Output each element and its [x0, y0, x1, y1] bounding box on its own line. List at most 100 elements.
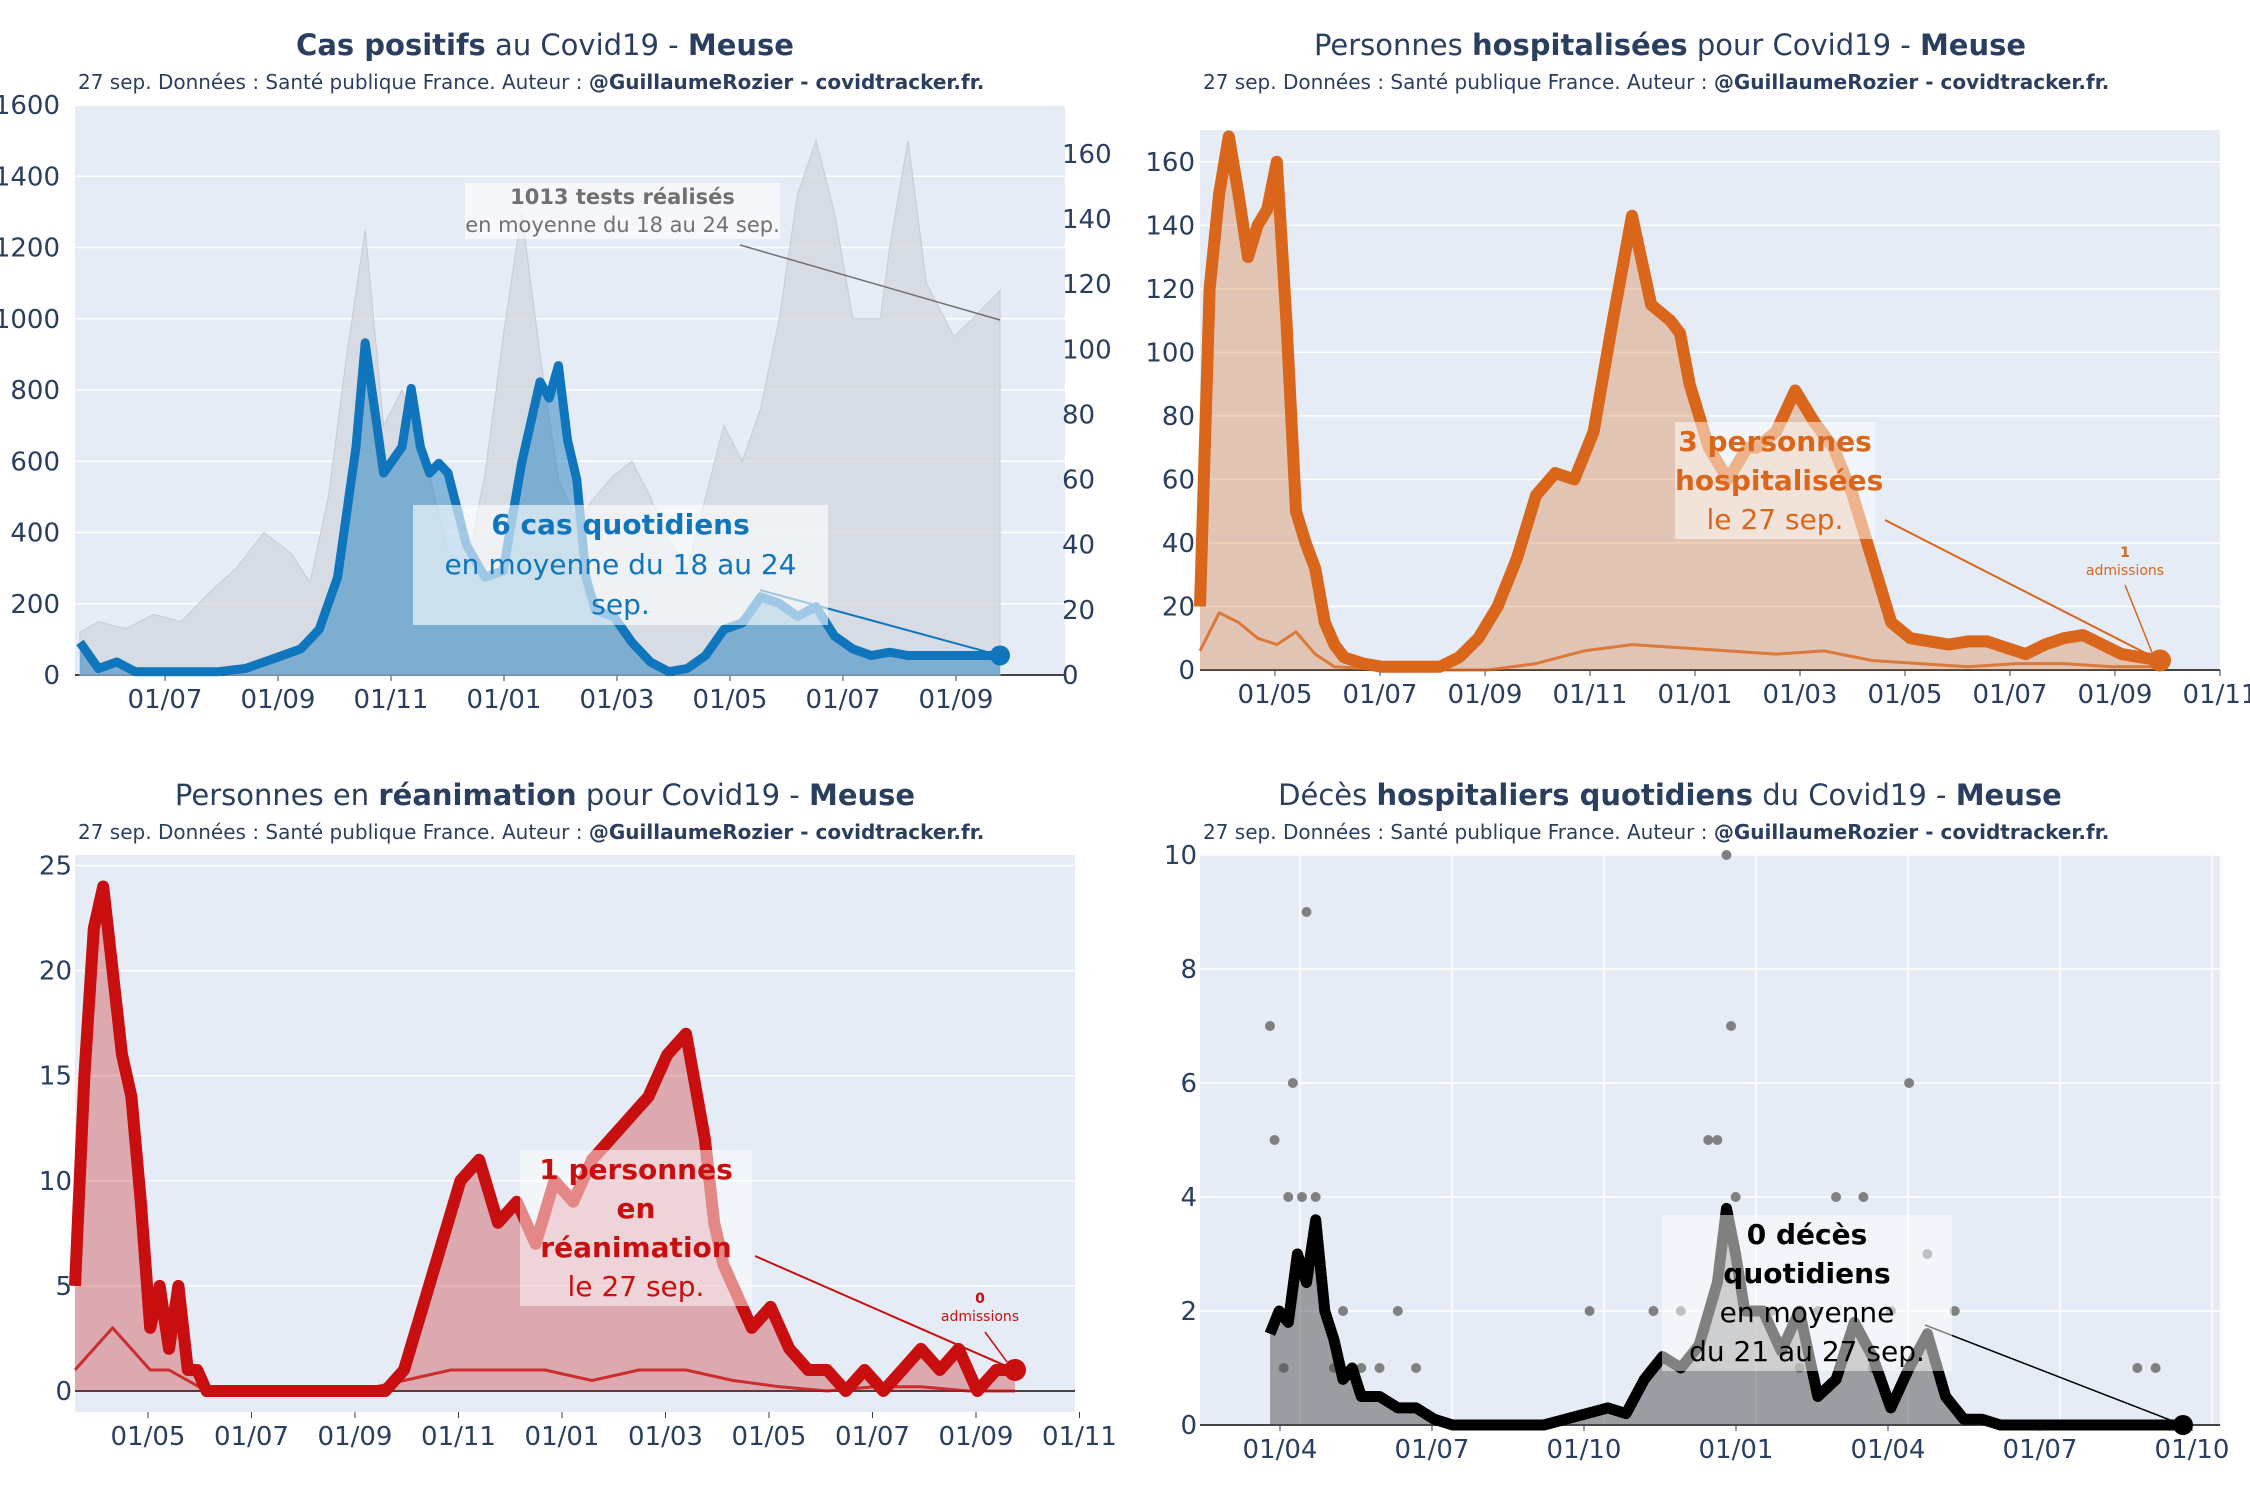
x-tick-label: 01/07 — [2003, 1435, 2078, 1465]
daily-death-point — [1584, 1306, 1595, 1316]
y-tick-label: 10 — [1164, 841, 1197, 871]
chart-svg: 0 2 4 6 8 10 01/04 01/07 01/10 01/01 01/04 01/07 01/… — [1164, 841, 2230, 1465]
chart-subtitle: 27 sep. Données : Santé publique France.… — [1203, 70, 2110, 94]
daily-death-point — [1356, 1363, 1367, 1373]
y-tick-label-right: 100 — [1062, 335, 1112, 365]
chart-subtitle: 27 sep. Données : Santé publique France.… — [78, 70, 985, 94]
y-tick-label-right: 60 — [1062, 466, 1095, 496]
y-tick-label: 6 — [1180, 1069, 1197, 1099]
daily-death-point — [1283, 1192, 1294, 1202]
x-tick-label: 01/05 — [1238, 680, 1313, 710]
x-tick-label: 01/09 — [2078, 680, 2153, 710]
daily-death-point — [1411, 1363, 1422, 1373]
daily-death-point — [1712, 1135, 1723, 1145]
y-tick-label-right: 160 — [1062, 140, 1112, 170]
x-tick-label: 01/07 — [128, 685, 203, 715]
x-tick-label: 01/11 — [421, 1422, 496, 1452]
x-tick-label: 01/11 — [2183, 680, 2250, 710]
x-tick-label: 01/05 — [693, 685, 768, 715]
x-tick-label: 01/10 — [2155, 1435, 2230, 1465]
x-tick-label: 01/07 — [835, 1422, 910, 1452]
admissions-arrow — [2124, 584, 2153, 653]
chart-subtitle: 27 sep. Données : Santé publique France.… — [1203, 820, 2110, 844]
annotation-cas: 6 cas quotidiens en moyenne du 18 au 24 s… — [413, 505, 828, 625]
annotation-arrow — [1884, 519, 2161, 662]
daily-death-point — [1338, 1306, 1349, 1316]
chart-title: Cas positifs au Covid19 - Meuse — [296, 28, 794, 62]
panel-cas-positifs: Cas positifs au Covid19 - Meuse 27 sep. … — [0, 0, 1125, 750]
annotation-tests: 1013 tests réalisés en moyenne du 18 au 2… — [465, 183, 780, 239]
y-tick-label: 0 — [55, 1377, 72, 1407]
admissions-line — [73, 1326, 1015, 1393]
x-tick-label: 01/05 — [732, 1422, 807, 1452]
daily-death-point — [1949, 1306, 1960, 1316]
daily-death-point — [1310, 1192, 1321, 1202]
daily-death-point — [1287, 1078, 1298, 1088]
y-tick-label: 0 — [43, 661, 60, 691]
y-tick-label: 1400 — [0, 162, 60, 192]
y-tick-label-right: 140 — [1062, 205, 1112, 235]
daily-death-point — [1904, 1078, 1915, 1088]
x-tick-label: 01/04 — [1243, 1435, 1318, 1465]
y-tick-label: 2 — [1180, 1297, 1197, 1327]
chart-svg: 0 20 40 60 80 100 120 140 160 01/05 01/07 01/09 01/1… — [1145, 130, 2250, 710]
y-tick-label: 1000 — [0, 305, 60, 335]
x-tick-label: 01/01 — [1658, 680, 1733, 710]
x-tick-label: 01/05 — [1868, 680, 1943, 710]
daily-death-point — [1648, 1306, 1659, 1316]
y-tick-label: 600 — [10, 447, 60, 477]
daily-death-point — [1730, 1192, 1741, 1202]
y-tick-label: 400 — [10, 519, 60, 549]
x-tick-label: 01/07 — [214, 1422, 289, 1452]
x-tick-label: 01/03 — [1763, 680, 1838, 710]
y-tick-label: 100 — [1145, 338, 1195, 368]
chart-svg: 0 5 10 15 20 25 01/05 01/07 01/09 01/11 01/01 01/03… — [39, 852, 1117, 1452]
y-tick-label: 140 — [1145, 211, 1195, 241]
y-tick-label: 25 — [39, 852, 72, 882]
tests-annotation-arrow — [739, 244, 1001, 321]
plot-background — [1200, 130, 2220, 670]
y-tick-label: 200 — [10, 590, 60, 620]
y-tick-label-right: 120 — [1062, 270, 1112, 300]
admissions-arrow — [984, 1331, 1008, 1363]
x-tick-label: 01/03 — [628, 1422, 703, 1452]
daily-death-point — [1374, 1363, 1385, 1373]
x-tick-label: 01/04 — [1851, 1435, 1926, 1465]
chart-title: Décès hospitaliers quotidiens du Covid19… — [1278, 778, 2062, 812]
x-tick-label: 01/01 — [467, 685, 542, 715]
x-tick-label: 01/09 — [1448, 680, 1523, 710]
cases-line — [76, 338, 1000, 677]
daily-death-point — [2150, 1363, 2161, 1373]
chart-title: Personnes hospitalisées pour Covid19 - M… — [1313, 28, 2027, 62]
daily-death-point — [1296, 1192, 1307, 1202]
x-tick-label: 01/11 — [1553, 680, 1628, 710]
y-tick-label: 40 — [1162, 529, 1195, 559]
x-tick-label: 01/11 — [354, 685, 429, 715]
y-tick-label: 80 — [1162, 402, 1195, 432]
chart-svg: 0 200 400 600 800 1000 1200 1400 1600 0 20 40 60 80 10… — [0, 91, 1112, 715]
y-tick-label: 10 — [39, 1167, 72, 1197]
x-tick-label: 01/09 — [939, 1422, 1014, 1452]
y-tick-label: 1600 — [0, 91, 60, 121]
daily-death-point — [1269, 1135, 1280, 1145]
x-tick-label: 01/07 — [1395, 1435, 1470, 1465]
annotation-hosp: 3 personnes hospitalisées le 27 sep. — [1675, 422, 1883, 539]
x-tick-label: 01/11 — [1042, 1422, 1117, 1452]
y-tick-label: 800 — [10, 376, 60, 406]
x-tick-label: 01/07 — [806, 685, 881, 715]
annotation-arrow — [754, 1255, 1016, 1371]
panel-deces: Décès hospitaliers quotidiens du Covid19… — [1125, 750, 2250, 1500]
y-tick-label: 120 — [1145, 275, 1195, 305]
panel-reanimation: Personnes en réanimation pour Covid19 - … — [0, 750, 1125, 1500]
x-tick-label: 01/09 — [241, 685, 316, 715]
x-tick-label: 01/09 — [919, 685, 994, 715]
annotation-admissions: 0 admissions — [940, 1291, 1020, 1325]
x-tick-label: 01/10 — [1547, 1435, 1622, 1465]
x-tick-label: 01/01 — [525, 1422, 600, 1452]
daily-death-point — [1703, 1135, 1714, 1145]
daily-death-point — [1301, 907, 1312, 917]
y-tick-label-right: 20 — [1062, 596, 1095, 626]
x-tick-label: 01/07 — [1343, 680, 1418, 710]
y-tick-label-right: 0 — [1062, 661, 1079, 691]
y-tick-label: 0 — [1180, 1411, 1197, 1441]
